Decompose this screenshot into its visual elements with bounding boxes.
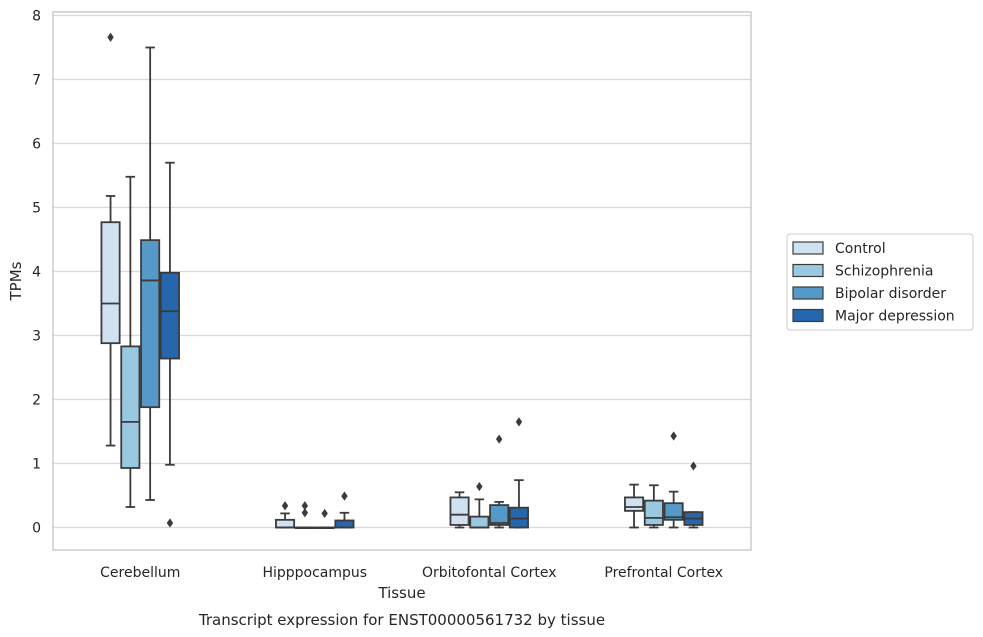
x-axis-label: Tissue	[377, 584, 425, 602]
y-axis-ticks: 0 1 2 3 4 5 6 7 8	[32, 9, 41, 537]
box-schizophrenia	[469, 481, 490, 529]
boxes	[100, 32, 704, 530]
outlier-point	[301, 508, 309, 518]
outlier-point	[495, 434, 503, 444]
legend-label: Major depression	[835, 309, 955, 325]
legend-frame	[786, 233, 974, 331]
box-body	[334, 519, 355, 529]
box-body	[663, 502, 684, 521]
y-tick-label: 6	[32, 137, 41, 153]
y-tick-label: 5	[32, 201, 41, 217]
box-body	[140, 239, 161, 409]
legend-label: Bipolar disorder	[835, 286, 946, 302]
legend: Control Schizophrenia Bipolar disorder Majo…	[786, 233, 974, 331]
box-body	[489, 504, 510, 526]
outlier-point	[670, 431, 677, 441]
legend-label: Schizophrenia	[835, 264, 933, 280]
box-body	[508, 506, 529, 529]
y-tick-label: 2	[32, 393, 41, 409]
outlier-point	[107, 32, 114, 42]
outlier-point	[281, 501, 289, 511]
x-tick-label: Cerebellum	[100, 565, 180, 581]
box-bipolar-disorder	[663, 431, 684, 529]
y-tick-label: 3	[32, 329, 41, 345]
y-tick-label: 0	[32, 521, 41, 537]
box-control	[449, 491, 470, 529]
x-tick-label: Prefrontal Cortex	[604, 565, 723, 581]
box-bipolar-disorder	[140, 46, 161, 501]
box-major-depression	[508, 417, 529, 529]
outlier-point	[690, 461, 697, 471]
box-body	[120, 345, 141, 469]
box-body	[100, 221, 121, 345]
box-body	[159, 271, 180, 360]
box-body	[624, 496, 645, 512]
x-tick-label: Orbitofontal Cortex	[422, 565, 557, 581]
box-schizophrenia	[120, 175, 141, 508]
outlier-point	[321, 508, 328, 519]
box-major-depression	[159, 161, 180, 528]
y-tick-label: 8	[32, 9, 41, 25]
plot-frame	[52, 11, 752, 551]
box-major-depression	[683, 461, 704, 529]
x-axis-ticks: Cerebellum Hipppocampus Orbitofontal Corte…	[100, 565, 723, 581]
box-schizophrenia	[643, 484, 664, 529]
legend-swatch	[792, 241, 824, 255]
box-major-depression	[334, 491, 355, 529]
box-body	[449, 496, 470, 526]
legend-swatch	[792, 263, 824, 278]
outlier-point	[476, 481, 483, 492]
outlier-point	[341, 491, 348, 501]
y-tick-label: 4	[32, 265, 41, 281]
outlier-point	[301, 501, 309, 511]
y-tick-label: 7	[32, 73, 41, 89]
box-bipolar-disorder	[314, 508, 335, 530]
chart-caption: Transcript expression for ENST0000056173…	[198, 611, 605, 629]
box-body	[275, 518, 296, 529]
box-control	[100, 32, 121, 447]
legend-label: Control	[835, 241, 886, 257]
box-control	[624, 483, 645, 529]
legend-swatch	[792, 286, 824, 300]
outlier-point	[166, 518, 174, 528]
box-body	[643, 499, 664, 526]
y-tick-label: 1	[32, 457, 41, 473]
outlier-point	[515, 417, 523, 427]
box-bipolar-disorder	[489, 434, 510, 529]
box-control	[275, 501, 296, 529]
y-axis-label: TPMs	[7, 261, 25, 301]
box-schizophrenia	[294, 501, 315, 530]
box-body	[469, 515, 490, 529]
x-tick-label: Hipppocampus	[262, 565, 367, 581]
legend-swatch	[792, 308, 824, 323]
